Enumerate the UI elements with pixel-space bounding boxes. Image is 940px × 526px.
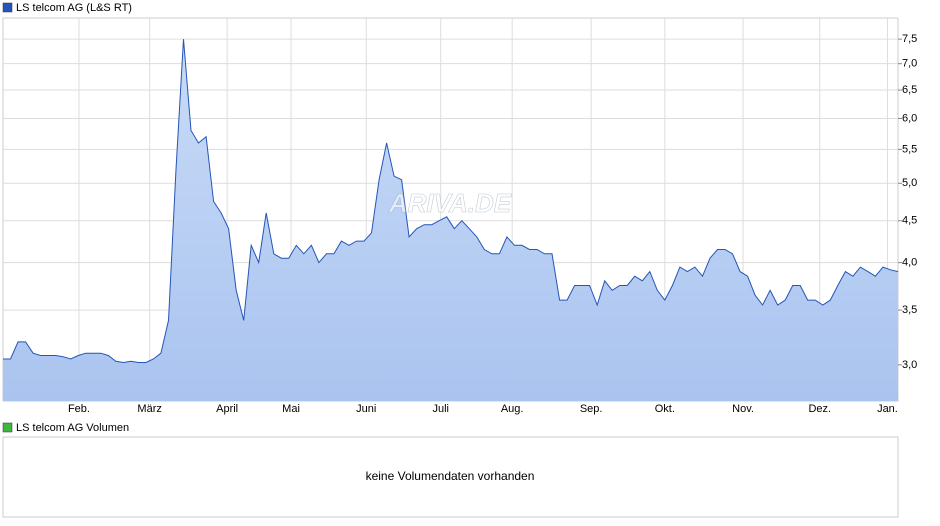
y-tick-label: 5,0	[902, 177, 917, 189]
x-tick-label: März	[137, 403, 161, 415]
y-tick-label: 5,5	[902, 143, 917, 155]
x-tick-label: Okt.	[655, 403, 675, 415]
x-tick-label: Mai	[282, 403, 300, 415]
legend-label: LS telcom AG (L&S RT)	[16, 2, 132, 14]
y-tick-label: 7,5	[902, 33, 917, 45]
y-tick-label: 3,0	[902, 359, 917, 371]
volume-panel	[2, 436, 899, 518]
legend-swatch	[2, 422, 13, 433]
y-tick-label: 4,0	[902, 257, 917, 269]
x-tick-label: April	[216, 403, 238, 415]
x-tick-label: Aug.	[501, 403, 524, 415]
y-tick-label: 4,5	[902, 215, 917, 227]
y-tick-label: 6,5	[902, 84, 917, 96]
y-tick-label: 3,5	[902, 304, 917, 316]
volume-message: keine Volumendaten vorhanden	[366, 469, 535, 483]
watermark: ARIVA.DE	[388, 188, 512, 218]
x-tick-label: Juli	[432, 403, 449, 415]
y-tick-label: 7,0	[902, 58, 917, 70]
x-tick-label: Nov.	[732, 403, 754, 415]
x-tick-label: Jan.	[877, 403, 898, 415]
x-tick-label: Sep.	[580, 403, 603, 415]
legend-swatch	[2, 2, 13, 13]
legend-label: LS telcom AG Volumen	[16, 422, 129, 434]
line	[3, 39, 899, 364]
x-tick-label: Juni	[356, 403, 376, 415]
area	[3, 39, 898, 401]
x-tick-label: Feb.	[68, 403, 90, 415]
y-tick-label: 6,0	[902, 112, 917, 124]
x-tick-label: Dez.	[808, 403, 831, 415]
